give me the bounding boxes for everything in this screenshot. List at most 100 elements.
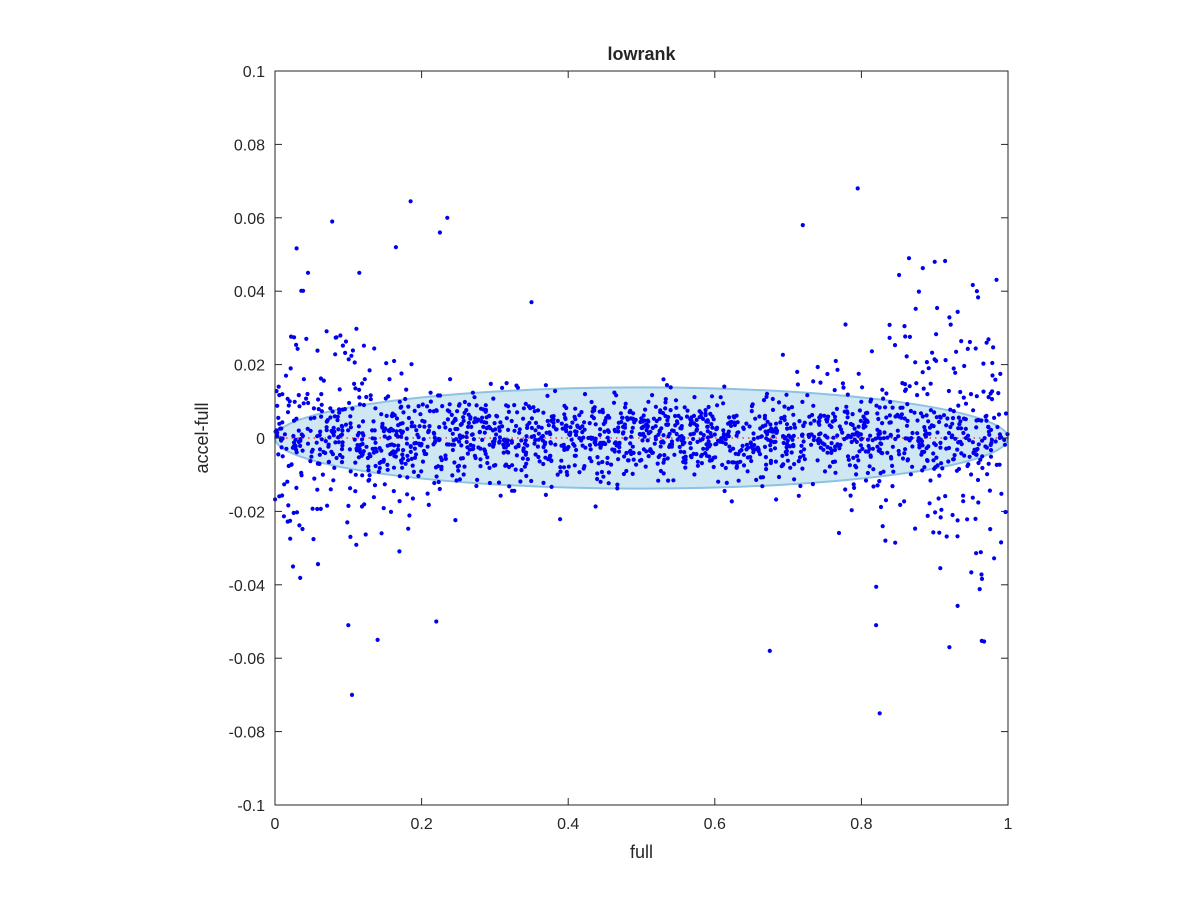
- data-point: [315, 348, 320, 353]
- data-point: [650, 393, 655, 398]
- data-point: [688, 422, 693, 427]
- data-point: [474, 403, 479, 408]
- data-point: [543, 383, 549, 388]
- data-point: [704, 446, 710, 451]
- data-point: [897, 452, 902, 457]
- data-point: [825, 371, 830, 377]
- data-point: [795, 382, 801, 387]
- data-point: [502, 437, 507, 442]
- data-point: [727, 415, 732, 420]
- data-point: [821, 447, 826, 452]
- data-point: [352, 437, 357, 442]
- data-point: [822, 413, 827, 418]
- data-point: [822, 442, 827, 447]
- data-point: [641, 447, 647, 452]
- data-point: [524, 473, 529, 479]
- data-point: [325, 503, 330, 508]
- data-point: [908, 472, 914, 477]
- data-point: [473, 455, 478, 461]
- data-point: [553, 388, 558, 394]
- data-point: [569, 437, 574, 442]
- data-point: [789, 405, 795, 410]
- data-point: [721, 428, 726, 433]
- data-point: [692, 395, 697, 400]
- data-point: [293, 444, 298, 449]
- data-point: [965, 346, 970, 351]
- data-point: [789, 450, 794, 455]
- data-point: [986, 461, 991, 466]
- data-point: [512, 403, 517, 408]
- data-point: [455, 409, 460, 414]
- data-point: [680, 442, 685, 447]
- data-point: [308, 459, 313, 464]
- data-point: [786, 406, 791, 411]
- data-point: [492, 421, 497, 426]
- data-point: [506, 427, 511, 432]
- data-point: [529, 478, 534, 484]
- data-point: [372, 346, 377, 351]
- data-point: [713, 442, 718, 447]
- data-point: [928, 381, 933, 386]
- data-point: [598, 427, 603, 432]
- data-point: [765, 432, 770, 437]
- data-point: [1002, 442, 1008, 447]
- data-point: [910, 444, 915, 449]
- data-point: [483, 403, 488, 408]
- data-point: [736, 430, 741, 435]
- data-point: [453, 437, 459, 442]
- data-point: [301, 288, 306, 293]
- y-tick-label: 0.04: [234, 284, 265, 301]
- data-point: [570, 420, 575, 425]
- data-point: [589, 414, 595, 419]
- data-point: [948, 407, 953, 412]
- data-point: [920, 468, 925, 473]
- data-point: [375, 637, 380, 643]
- data-point: [373, 463, 378, 469]
- data-point: [518, 479, 523, 484]
- data-point: [444, 442, 450, 447]
- data-point: [920, 370, 925, 375]
- data-point: [609, 462, 614, 467]
- data-point: [392, 453, 397, 458]
- data-point: [984, 413, 989, 418]
- data-point: [937, 530, 942, 535]
- data-point: [616, 425, 621, 430]
- data-point: [896, 414, 901, 419]
- data-point: [856, 433, 861, 438]
- data-point: [332, 414, 337, 419]
- data-point: [501, 450, 506, 455]
- data-point: [340, 343, 345, 348]
- y-ticks: 0.1 0.08 0.06 0.04 0.02 0 -0.02 -0.04 -0.06 -0.08…: [229, 64, 1008, 815]
- data-point: [703, 451, 708, 456]
- data-point: [672, 452, 677, 457]
- data-point: [831, 411, 836, 416]
- data-point: [359, 437, 365, 442]
- data-point: [815, 458, 820, 463]
- data-point: [970, 440, 976, 445]
- data-point: [580, 424, 585, 429]
- data-point: [537, 459, 542, 464]
- data-point: [291, 433, 296, 439]
- data-point: [362, 377, 367, 382]
- data-point: [930, 350, 935, 355]
- data-point: [285, 479, 290, 484]
- data-point: [971, 450, 976, 455]
- data-point: [931, 458, 936, 463]
- data-point: [883, 498, 889, 503]
- data-point: [908, 408, 914, 414]
- data-point: [861, 414, 866, 419]
- data-point: [513, 467, 518, 472]
- data-point: [797, 419, 802, 424]
- data-point: [420, 459, 426, 464]
- data-point: [925, 392, 930, 397]
- data-point: [774, 430, 779, 435]
- data-point: [887, 322, 892, 327]
- data-point: [915, 393, 920, 398]
- data-point: [457, 439, 462, 444]
- data-point: [629, 434, 634, 439]
- data-point: [300, 448, 305, 453]
- data-point: [580, 443, 585, 448]
- data-point: [319, 437, 324, 442]
- data-point: [663, 400, 668, 405]
- data-point: [283, 373, 289, 378]
